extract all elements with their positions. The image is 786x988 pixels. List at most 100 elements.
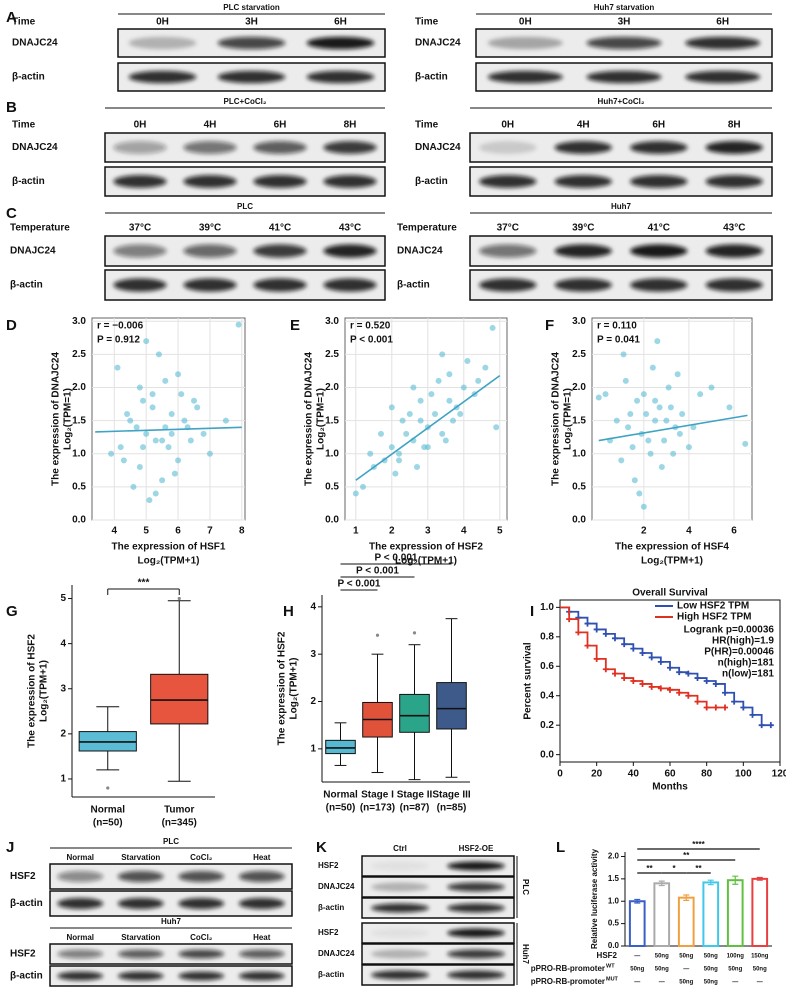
x-tick-label: 0 <box>557 769 563 780</box>
y-axis-label: Log₂(TPM+1) <box>289 658 300 720</box>
band <box>479 244 537 258</box>
point <box>127 417 134 424</box>
row-name: DNAJC24 <box>415 38 461 49</box>
band <box>630 278 688 292</box>
x-tick-label: 6 <box>731 526 737 537</box>
x-tick-label: 8 <box>239 526 245 537</box>
panel-letter: C <box>6 205 17 222</box>
blot-frame <box>361 964 515 986</box>
significance: P < 0.001 <box>375 553 418 564</box>
condition-value: 50ng <box>704 980 718 986</box>
x-tick-label: 60 <box>664 769 676 780</box>
lane-label: 41°C <box>648 223 670 234</box>
row-name: β-actin <box>318 970 344 979</box>
band <box>117 871 164 882</box>
band <box>113 244 167 258</box>
blot-frame <box>49 943 293 965</box>
band <box>447 903 505 913</box>
annotation: P(HR)=0.00046 <box>704 647 774 658</box>
y-tick-label: 2.5 <box>572 349 586 360</box>
band <box>447 928 505 938</box>
panel-letter: K <box>316 839 327 856</box>
point <box>165 444 172 451</box>
y-tick-label: 1.0 <box>72 448 86 459</box>
lane-label: 6H <box>334 17 347 28</box>
point <box>406 411 413 418</box>
blot-title: PLC <box>237 202 253 211</box>
point <box>685 444 692 451</box>
band <box>217 70 286 84</box>
point <box>403 430 410 437</box>
point <box>464 358 471 365</box>
annotation: r = −0.006 <box>97 321 144 332</box>
annotation: r = 0.520 <box>350 321 391 332</box>
point <box>149 404 156 411</box>
condition-value: — <box>732 980 738 986</box>
category-note: (n=50) <box>326 803 356 814</box>
y-tick-label: 0.2 <box>540 720 554 731</box>
y-tick-label: 3 <box>310 649 316 660</box>
y-tick-label: 1.0 <box>325 448 339 459</box>
lane-label: 8H <box>344 120 357 131</box>
band <box>183 278 237 292</box>
point <box>140 397 146 404</box>
point <box>168 430 175 437</box>
point <box>450 417 456 424</box>
point <box>378 430 384 437</box>
y-tick-label: 3.0 <box>72 316 86 327</box>
condition-value: 50ng <box>655 967 669 973</box>
survival-step <box>715 704 728 711</box>
x-tick-label: 3 <box>425 526 431 537</box>
band <box>323 244 377 258</box>
point <box>658 464 665 471</box>
y-axis-label: Log₂(TPM=1) <box>563 388 574 450</box>
condition-value: 50ng <box>655 954 669 960</box>
blot-title: Huh7 <box>161 917 182 926</box>
outlier <box>412 631 417 635</box>
point <box>439 430 446 437</box>
y-tick-label: 0.4 <box>540 690 554 701</box>
row-name: DNAJC24 <box>415 142 461 153</box>
point <box>187 437 194 444</box>
row-label: Time <box>12 120 36 131</box>
blot-frame <box>361 922 515 944</box>
category-note: (n=87) <box>400 803 430 814</box>
significance: P < 0.001 <box>338 579 381 590</box>
x-axis-label: Log₂(TPM+1) <box>138 556 200 567</box>
point <box>460 384 467 391</box>
point <box>388 404 395 411</box>
point <box>396 450 402 457</box>
significance: ** <box>683 851 690 860</box>
point <box>360 483 366 490</box>
point <box>652 417 659 424</box>
point <box>117 444 124 451</box>
point <box>352 490 359 497</box>
row-name: HSF2 <box>318 928 339 937</box>
row-name: β-actin <box>10 898 43 909</box>
band <box>447 861 505 871</box>
band <box>479 141 537 154</box>
point <box>152 437 159 444</box>
lane-label: CoCl₂ <box>190 853 213 862</box>
fit-line <box>95 426 242 433</box>
panel-letter: I <box>530 603 534 620</box>
y-tick-label: 0.6 <box>540 661 554 672</box>
point <box>674 371 681 378</box>
plot-area <box>91 317 246 521</box>
x-tick-label: 100 <box>735 769 752 780</box>
band <box>238 871 285 882</box>
y-tick-label: 0.5 <box>572 482 586 493</box>
row-name: β-actin <box>415 72 448 83</box>
error-bar <box>732 875 739 885</box>
point <box>643 411 650 418</box>
significance: * <box>672 864 676 873</box>
row-name: DNAJC24 <box>318 949 355 958</box>
point <box>656 404 663 411</box>
point <box>602 391 609 398</box>
y-axis-label: Log₂(TPM+1) <box>39 660 50 722</box>
point <box>143 430 150 437</box>
blot-title: PLC starvation <box>223 3 280 12</box>
x-tick-label: 5 <box>497 526 503 537</box>
panel-letter: J <box>6 839 14 856</box>
lane-label: 0H <box>156 17 169 28</box>
